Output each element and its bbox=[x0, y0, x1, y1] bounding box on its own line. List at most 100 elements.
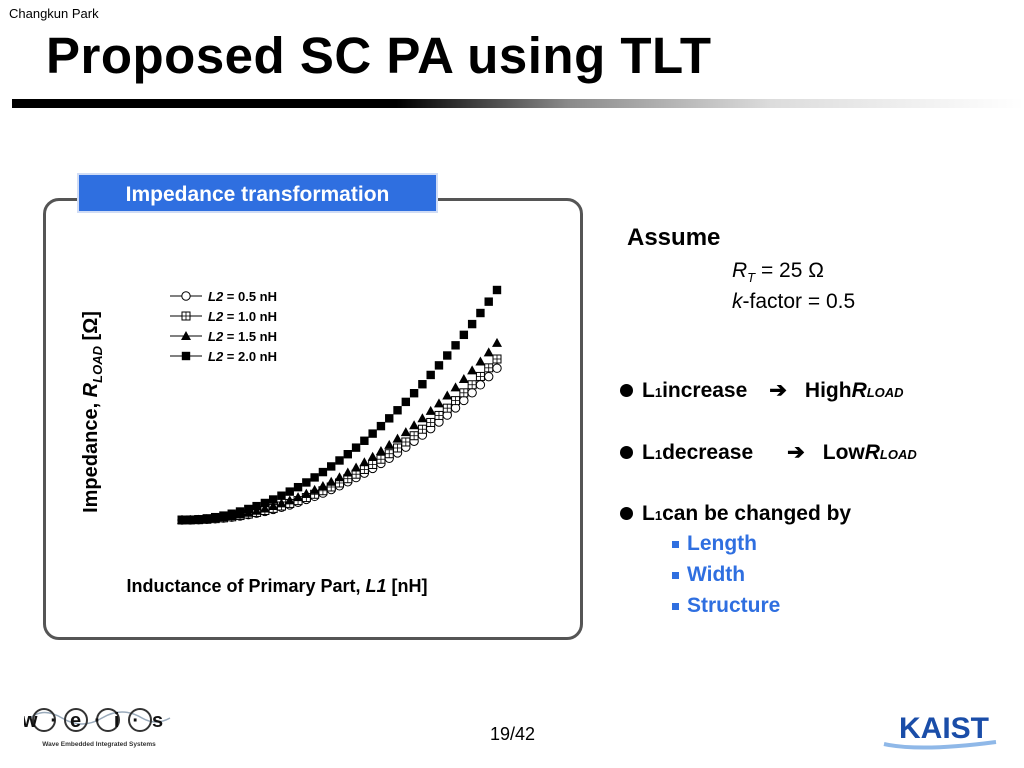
data-point bbox=[268, 495, 278, 504]
data-point bbox=[484, 297, 493, 306]
legend-item: L2 = 1.5 nH bbox=[170, 329, 277, 344]
k-factor-parameter: k-factor = 0.5 bbox=[732, 290, 856, 313]
square-bullet-icon bbox=[672, 602, 679, 610]
data-point bbox=[459, 388, 469, 398]
data-point bbox=[467, 365, 478, 375]
data-point bbox=[426, 370, 435, 380]
data-point bbox=[409, 389, 419, 398]
data-point bbox=[376, 454, 386, 464]
svg-text:w·e·i·s: w·e·i·s bbox=[24, 710, 174, 732]
legend-marker-icon bbox=[181, 311, 191, 321]
y-axis-label: Impedance, RLOAD [Ω] bbox=[80, 311, 105, 513]
data-point bbox=[400, 427, 411, 437]
data-point bbox=[375, 445, 386, 455]
data-point bbox=[360, 436, 369, 445]
legend-marker-icon bbox=[181, 351, 191, 361]
legend-label: L2 = 0.5 nH bbox=[208, 289, 277, 304]
data-point bbox=[186, 515, 195, 525]
data-point bbox=[450, 382, 461, 392]
data-point bbox=[484, 363, 494, 373]
data-point bbox=[476, 308, 485, 318]
data-point bbox=[368, 429, 377, 438]
data-point bbox=[260, 498, 270, 508]
data-point bbox=[492, 285, 502, 295]
chart-panel bbox=[43, 198, 583, 640]
data-point bbox=[235, 507, 245, 516]
svg-text:Wave Embedded Integrated Syste: Wave Embedded Integrated Systems bbox=[42, 741, 156, 748]
sub-bullet-structure: Structure bbox=[672, 594, 780, 618]
data-point bbox=[401, 437, 411, 447]
data-point bbox=[475, 371, 485, 381]
bullet-dot-icon bbox=[620, 507, 633, 520]
data-point bbox=[451, 396, 461, 406]
data-point bbox=[459, 330, 469, 340]
weis-logo: w·e·i·s Wave Embedded Integrated Systems bbox=[24, 708, 174, 748]
series-2 bbox=[177, 354, 502, 525]
svg-text:KAIST: KAIST bbox=[899, 712, 989, 745]
data-point bbox=[417, 424, 427, 434]
data-point bbox=[442, 403, 452, 413]
data-point bbox=[393, 406, 402, 415]
data-point bbox=[326, 476, 337, 486]
legend-item: L2 = 2.0 nH bbox=[170, 349, 277, 364]
data-point bbox=[259, 503, 270, 513]
data-point bbox=[210, 512, 220, 522]
assume-heading: Assume bbox=[627, 224, 721, 251]
data-point bbox=[310, 473, 319, 482]
data-point bbox=[342, 467, 353, 477]
data-point bbox=[334, 472, 345, 482]
data-point bbox=[425, 405, 436, 415]
data-point bbox=[293, 492, 304, 502]
legend-label: L2 = 1.0 nH bbox=[208, 309, 277, 324]
sub-bullet-length: Length bbox=[672, 532, 757, 556]
data-point bbox=[359, 457, 370, 467]
data-point bbox=[434, 410, 444, 420]
title-underline bbox=[12, 99, 1024, 108]
data-point bbox=[467, 380, 477, 390]
legend-item: L2 = 0.5 nH bbox=[170, 289, 277, 304]
impedance-chart: L2 = 0.5 nH L2 = 1.0 nH L2 = 1.5 nH L2 = 2.… bbox=[80, 285, 502, 596]
data-point bbox=[351, 462, 362, 472]
data-point bbox=[433, 398, 444, 408]
data-point bbox=[252, 501, 261, 511]
legend-item: L2 = 1.0 nH bbox=[170, 309, 277, 324]
data-point bbox=[244, 504, 253, 514]
data-point bbox=[492, 337, 502, 347]
data-point bbox=[484, 371, 494, 382]
legend-label: L2 = 1.5 nH bbox=[208, 329, 277, 344]
data-point bbox=[409, 431, 419, 441]
data-point bbox=[467, 319, 477, 329]
kaist-logo: KAIST bbox=[883, 712, 997, 750]
data-point bbox=[434, 361, 444, 370]
data-point bbox=[351, 443, 361, 452]
chart-legend: L2 = 0.5 nH L2 = 1.0 nH L2 = 1.5 nH L2 = 2.… bbox=[170, 289, 277, 364]
square-bullet-icon bbox=[672, 540, 679, 548]
data-point bbox=[227, 509, 236, 518]
series-4 bbox=[177, 285, 502, 525]
x-axis-label: Inductance of Primary Part, L1 [nH] bbox=[126, 576, 427, 596]
data-point bbox=[219, 511, 228, 520]
data-point bbox=[392, 433, 403, 443]
data-point bbox=[401, 397, 411, 407]
page-number: 19/42 bbox=[490, 724, 536, 744]
data-point bbox=[458, 374, 469, 384]
arrow-right-icon: ➔ bbox=[787, 441, 805, 464]
data-point bbox=[417, 413, 428, 423]
rt-parameter: RT = 25 Ω bbox=[732, 259, 824, 286]
data-point bbox=[418, 380, 427, 389]
author-name: Changkun Park bbox=[9, 6, 99, 21]
data-point bbox=[293, 482, 303, 492]
slide-title: Proposed SC PA using TLT bbox=[46, 27, 712, 84]
data-point bbox=[367, 451, 378, 461]
square-bullet-icon bbox=[672, 571, 679, 579]
data-point bbox=[492, 363, 502, 373]
data-point bbox=[327, 462, 336, 471]
data-point bbox=[442, 390, 453, 400]
series-3 bbox=[177, 337, 502, 524]
bullet-dot-icon bbox=[620, 384, 633, 397]
data-point bbox=[451, 341, 460, 350]
data-point bbox=[483, 347, 494, 357]
data-point bbox=[301, 488, 312, 498]
